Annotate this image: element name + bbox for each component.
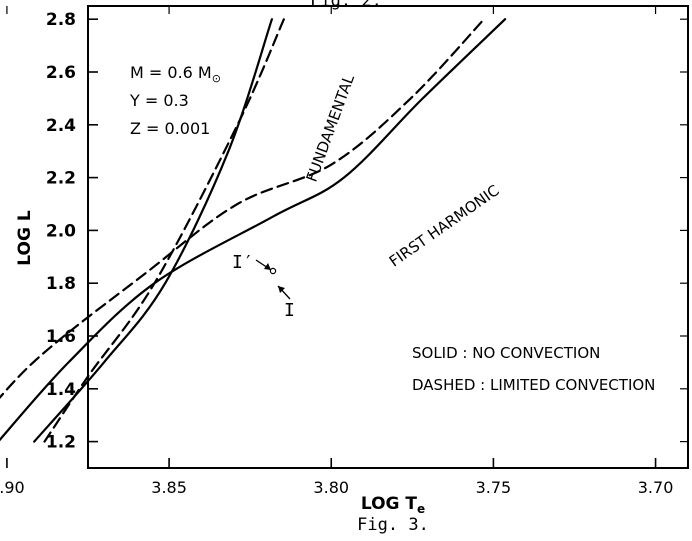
x-tick-label: 3.70 <box>638 478 674 497</box>
arrow-i-prime-head <box>264 263 271 270</box>
legend-dashed: DASHED : LIMITED CONVECTION <box>412 376 655 394</box>
legend-solid: SOLID : NO CONVECTION <box>412 344 600 362</box>
label-i: I <box>284 300 295 321</box>
y-tick-label: 2.0 <box>46 221 76 241</box>
label-first-harmonic: FIRST HARMONIC <box>386 181 503 270</box>
x-axis-label-sub: e <box>417 502 425 516</box>
label-i-prime: I′ <box>232 252 254 273</box>
y-tick-label: 2.8 <box>46 10 76 30</box>
param-mass: M = 0.6 M⊙ <box>130 63 221 85</box>
intersection-markers: I′ I <box>232 252 295 321</box>
legend: SOLID : NO CONVECTION DASHED : LIMITED C… <box>412 344 655 394</box>
param-helium: Y = 0.3 <box>129 91 189 110</box>
param-metals: Z = 0.001 <box>130 119 210 138</box>
y-axis-ticks: 1.21.41.61.82.02.22.42.62.8 <box>46 10 688 453</box>
track-curves <box>0 18 507 443</box>
harmonic-dashed-curve <box>0 18 486 400</box>
harmonic-solid-curve <box>0 18 507 442</box>
x-axis-label-main: LOG T <box>361 494 418 514</box>
param-mass-text: M = 0.6 M <box>130 63 212 82</box>
x-tick-label: 3.75 <box>476 478 512 497</box>
fundamental-solid-curve <box>33 18 273 443</box>
y-axis-label: LOG L <box>15 210 35 266</box>
label-fundamental: FUNDAMENTAL <box>303 72 359 185</box>
y-tick-label: 2.4 <box>46 116 76 136</box>
y-tick-label: 1.4 <box>46 380 76 400</box>
footer-caption: Fig. 3. <box>357 515 429 535</box>
model-parameters: M = 0.6 M⊙ Y = 0.3 Z = 0.001 <box>129 63 221 138</box>
y-tick-label: 2.6 <box>46 63 76 83</box>
plot-frame <box>87 5 689 469</box>
y-tick-label: 1.2 <box>46 433 76 453</box>
param-mass-sub: ⊙ <box>212 72 221 85</box>
y-tick-label: 2.2 <box>46 169 76 189</box>
x-tick-label: 3.80 <box>313 478 349 497</box>
arrow-i-head <box>278 286 285 293</box>
x-axis-ticks: 3.90 3.85 3.80 3.75 3.70 <box>0 6 673 497</box>
x-tick-label: 3.90 <box>0 478 25 497</box>
fundamental-dashed-curve <box>43 18 285 443</box>
x-tick-label: 3.85 <box>151 478 187 497</box>
x-axis-label: LOG Te <box>361 494 425 516</box>
marker-i-prime <box>269 267 277 275</box>
y-tick-label: 1.8 <box>46 274 76 294</box>
